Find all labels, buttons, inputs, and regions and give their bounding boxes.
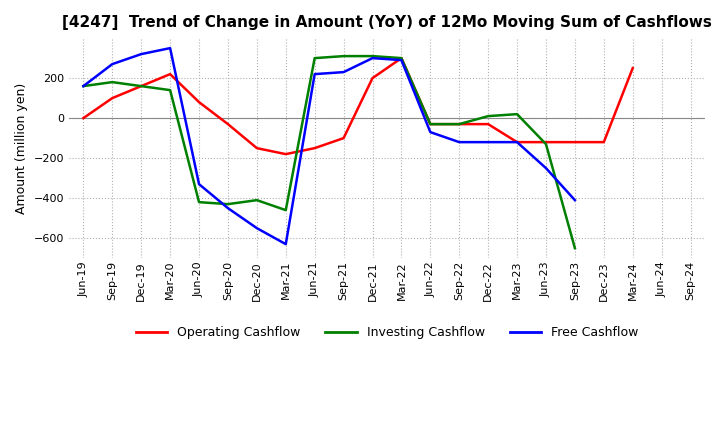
Title: [4247]  Trend of Change in Amount (YoY) of 12Mo Moving Sum of Cashflows: [4247] Trend of Change in Amount (YoY) o… xyxy=(62,15,712,30)
Legend: Operating Cashflow, Investing Cashflow, Free Cashflow: Operating Cashflow, Investing Cashflow, … xyxy=(130,321,643,345)
Y-axis label: Amount (million yen): Amount (million yen) xyxy=(15,83,28,214)
